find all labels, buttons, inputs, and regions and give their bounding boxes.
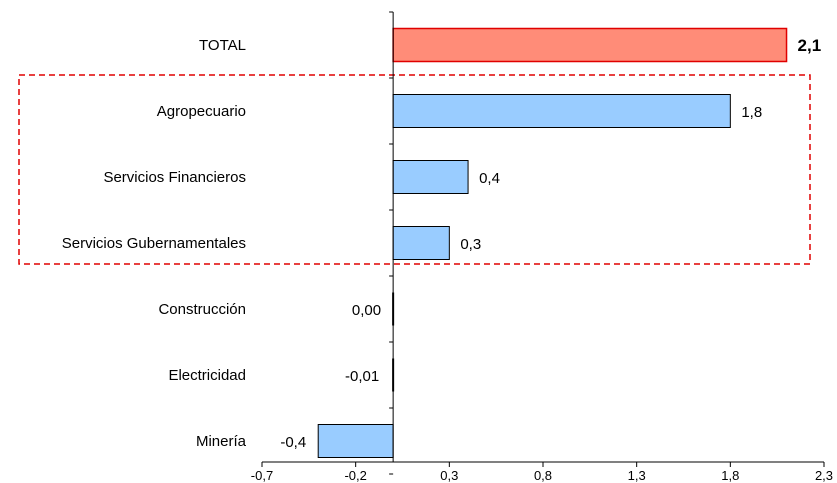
highlight-group-box <box>18 74 811 265</box>
category-label-electricidad: Electricidad <box>168 367 246 384</box>
x-tick-label: 1,3 <box>628 468 646 483</box>
value-label-mineria: -0,4 <box>280 434 306 451</box>
x-tick-label: -0,7 <box>251 468 273 483</box>
x-tick-label: 2,3 <box>815 468 833 483</box>
value-label-total: 2,1 <box>798 36 822 55</box>
x-tick-label: 0,8 <box>534 468 552 483</box>
bar-servicios-gubernamentales <box>392 226 450 260</box>
x-tick-label: 1,8 <box>721 468 739 483</box>
value-label-construccion: 0,00 <box>352 302 381 319</box>
category-label-servicios-financieros: Servicios Financieros <box>103 169 246 186</box>
value-label-servicios-financieros: 0,4 <box>479 170 500 187</box>
category-label-agropecuario: Agropecuario <box>157 103 246 120</box>
category-label-servicios-gubernamentales: Servicios Gubernamentales <box>62 235 246 252</box>
bar-mineria <box>317 424 394 458</box>
bar-servicios-financieros <box>392 160 469 194</box>
value-label-agropecuario: 1,8 <box>741 104 762 121</box>
x-tick-label: 0,3 <box>440 468 458 483</box>
category-label-construccion: Construcción <box>158 301 246 318</box>
bar-total <box>392 27 788 63</box>
value-label-servicios-gubernamentales: 0,3 <box>460 236 481 253</box>
value-label-electricidad: -0,01 <box>345 368 379 385</box>
category-label-mineria: Minería <box>196 433 247 450</box>
x-tick-label: -0,2 <box>344 468 366 483</box>
bar-agropecuario <box>392 94 731 128</box>
category-label-total: TOTAL <box>199 37 246 54</box>
